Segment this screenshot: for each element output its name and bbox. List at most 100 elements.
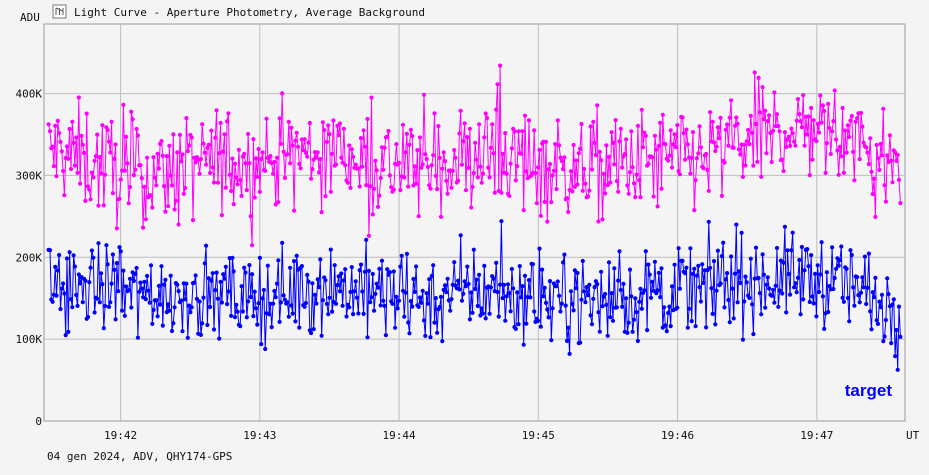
data-point	[646, 262, 651, 267]
data-point	[268, 153, 273, 159]
data-point	[815, 263, 820, 268]
data-point	[689, 155, 694, 160]
data-point	[404, 131, 409, 136]
data-point	[564, 338, 570, 343]
data-point	[444, 290, 449, 295]
data-point	[462, 121, 467, 126]
data-point	[420, 288, 425, 293]
data-point	[238, 324, 243, 329]
data-point	[521, 342, 526, 347]
data-point	[280, 91, 285, 96]
data-point	[217, 336, 222, 341]
data-point	[442, 159, 448, 164]
data-point	[466, 281, 471, 287]
data-point	[865, 285, 870, 290]
data-point	[116, 289, 121, 294]
data-point	[431, 263, 436, 268]
data-point	[432, 111, 437, 116]
x-tick-label: 19:47	[800, 429, 833, 442]
data-point	[357, 184, 362, 189]
data-point	[524, 321, 529, 326]
data-point	[786, 134, 791, 139]
data-point	[209, 278, 214, 283]
data-point	[343, 267, 348, 272]
data-point	[866, 162, 872, 167]
data-point	[547, 161, 553, 167]
data-point	[889, 158, 894, 163]
data-point	[348, 289, 353, 295]
data-point	[585, 194, 591, 199]
data-point	[324, 301, 329, 306]
data-point	[344, 314, 349, 319]
data-point	[763, 108, 768, 113]
data-point	[696, 263, 701, 268]
data-point	[795, 97, 801, 102]
data-point	[271, 301, 276, 306]
data-point	[545, 219, 550, 224]
data-point	[545, 307, 550, 312]
data-point	[219, 213, 224, 218]
data-point	[848, 118, 853, 123]
data-point	[208, 304, 213, 310]
data-point	[517, 264, 522, 269]
data-point	[330, 309, 335, 314]
x-tick-label: 19:44	[383, 429, 416, 442]
data-point	[218, 279, 223, 284]
data-point	[532, 128, 537, 133]
data-point	[542, 285, 547, 290]
data-point	[341, 278, 346, 283]
data-point	[377, 266, 382, 271]
data-point	[229, 313, 234, 318]
data-point	[591, 296, 596, 301]
data-point	[688, 246, 693, 251]
data-point	[421, 92, 427, 97]
data-point	[605, 333, 610, 338]
data-point	[562, 155, 567, 160]
data-point	[606, 260, 612, 265]
data-point	[822, 326, 827, 331]
data-point	[246, 299, 251, 304]
data-point	[806, 114, 811, 119]
data-point	[886, 292, 891, 297]
data-point	[513, 326, 518, 331]
data-point	[656, 270, 662, 275]
data-point	[504, 294, 509, 299]
data-point	[295, 144, 301, 149]
data-point	[814, 139, 819, 144]
data-point	[688, 171, 693, 176]
data-point	[845, 295, 851, 301]
data-point	[416, 304, 421, 309]
data-point	[622, 152, 627, 157]
data-point	[414, 181, 419, 186]
data-point	[597, 329, 602, 334]
data-point	[316, 170, 322, 175]
data-point	[285, 152, 290, 157]
y-tick-label: 400K	[16, 88, 43, 101]
data-point	[425, 164, 430, 169]
data-point	[206, 142, 211, 147]
data-point	[780, 157, 785, 162]
data-point	[147, 300, 152, 305]
data-point	[423, 333, 428, 338]
data-point	[169, 183, 175, 188]
data-point	[612, 266, 617, 271]
data-point	[78, 181, 83, 186]
data-point	[339, 271, 344, 276]
data-point	[515, 164, 520, 169]
data-point	[753, 245, 759, 250]
data-point	[824, 270, 830, 275]
data-point	[99, 271, 104, 276]
data-point	[524, 169, 529, 174]
data-point	[180, 329, 185, 334]
data-point	[260, 296, 265, 301]
data-point	[642, 130, 647, 135]
data-point	[369, 95, 374, 100]
data-point	[785, 248, 790, 253]
data-point	[641, 145, 646, 150]
data-point	[272, 288, 277, 294]
data-point	[168, 273, 173, 278]
data-point	[643, 249, 648, 254]
data-point	[516, 322, 521, 327]
data-point	[200, 122, 205, 127]
data-point	[138, 280, 143, 285]
